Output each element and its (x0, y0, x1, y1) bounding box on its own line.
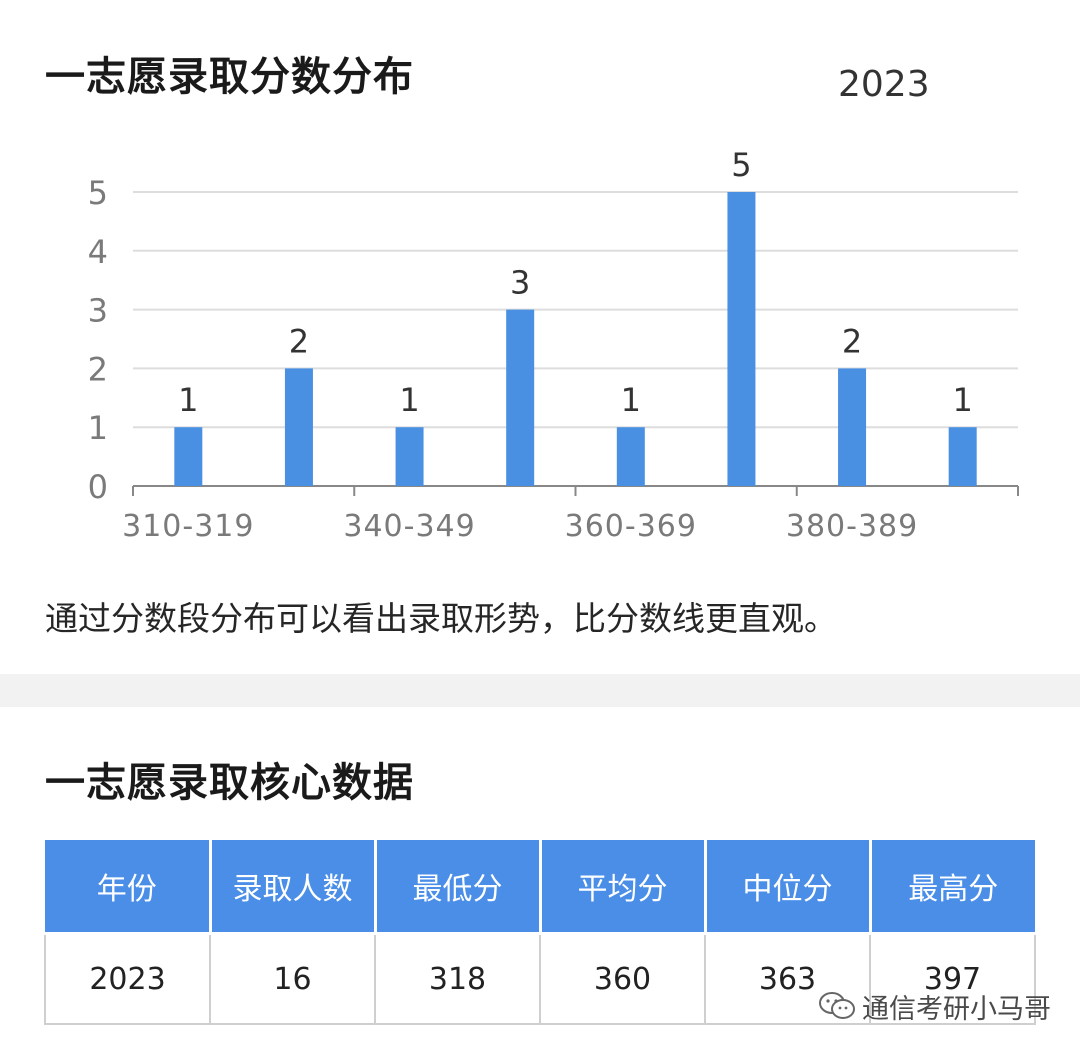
header-avg-score: 平均分 (538, 840, 707, 935)
wechat-icon (819, 992, 855, 1019)
bar (616, 427, 645, 486)
cell-min-score: 318 (374, 932, 541, 1025)
chart-year-label: 2023 (838, 64, 930, 105)
header-year: 年份 (45, 840, 212, 935)
y-tick-label: 2 (88, 350, 108, 388)
y-tick-label: 0 (88, 468, 108, 506)
y-tick-label: 1 (88, 409, 108, 447)
bar-data-label: 2 (289, 322, 309, 360)
bar (395, 427, 424, 486)
distribution-title: 一志愿录取分数分布 (45, 54, 414, 100)
cell-avg-score: 360 (539, 932, 706, 1025)
bar (727, 192, 756, 486)
x-tick-label: 340-349 (343, 509, 475, 544)
bar (284, 368, 313, 486)
watermark-text: 通信考研小马哥 (862, 993, 1051, 1025)
chart-description: 通过分数段分布可以看出录取形势，比分数线更直观。 (45, 599, 837, 638)
y-tick-label: 5 (88, 174, 108, 212)
bar-data-label: 1 (953, 381, 973, 419)
core-data-title: 一志愿录取核心数据 (45, 760, 414, 806)
bar-data-label: 2 (842, 322, 862, 360)
bar-data-label: 1 (399, 381, 419, 419)
bar-data-label: 1 (178, 381, 198, 419)
bar (506, 309, 535, 486)
x-tick-label: 360-369 (565, 509, 697, 544)
header-min-score: 最低分 (373, 840, 542, 935)
table-header-row: 年份 录取人数 最低分 平均分 中位分 最高分 (45, 840, 1035, 935)
x-tick-label: 310-319 (122, 509, 254, 544)
watermark: 通信考研小马哥 (818, 986, 1051, 1026)
cell-admitted-count: 16 (209, 932, 376, 1025)
bar-data-label: 5 (731, 146, 751, 184)
header-median-score: 中位分 (703, 840, 872, 935)
bar-data-label: 1 (621, 381, 641, 419)
header-max-score: 最高分 (868, 840, 1035, 935)
cell-year: 2023 (44, 932, 211, 1025)
score-distribution-chart: 0 1 2 3 4 5 1 2 1 3 1 5 2 1 310-319 340-349 360-369 380-3… (88, 146, 1019, 544)
section-divider (0, 674, 1080, 707)
bar-data-label: 3 (510, 264, 530, 302)
cell-max-score: 397 (869, 932, 1036, 1025)
bar (838, 368, 867, 486)
bar (948, 427, 977, 486)
core-data-table: 年份 录取人数 最低分 平均分 中位分 最高分 2023 16 318 360 … (44, 840, 1036, 1025)
y-tick-label: 3 (88, 292, 108, 330)
y-tick-label: 4 (88, 233, 108, 271)
bar (174, 427, 203, 486)
table-row: 2023 16 318 360 363 397 (44, 932, 1036, 1025)
header-admitted-count: 录取人数 (208, 840, 377, 935)
x-tick-label: 380-389 (786, 509, 918, 544)
